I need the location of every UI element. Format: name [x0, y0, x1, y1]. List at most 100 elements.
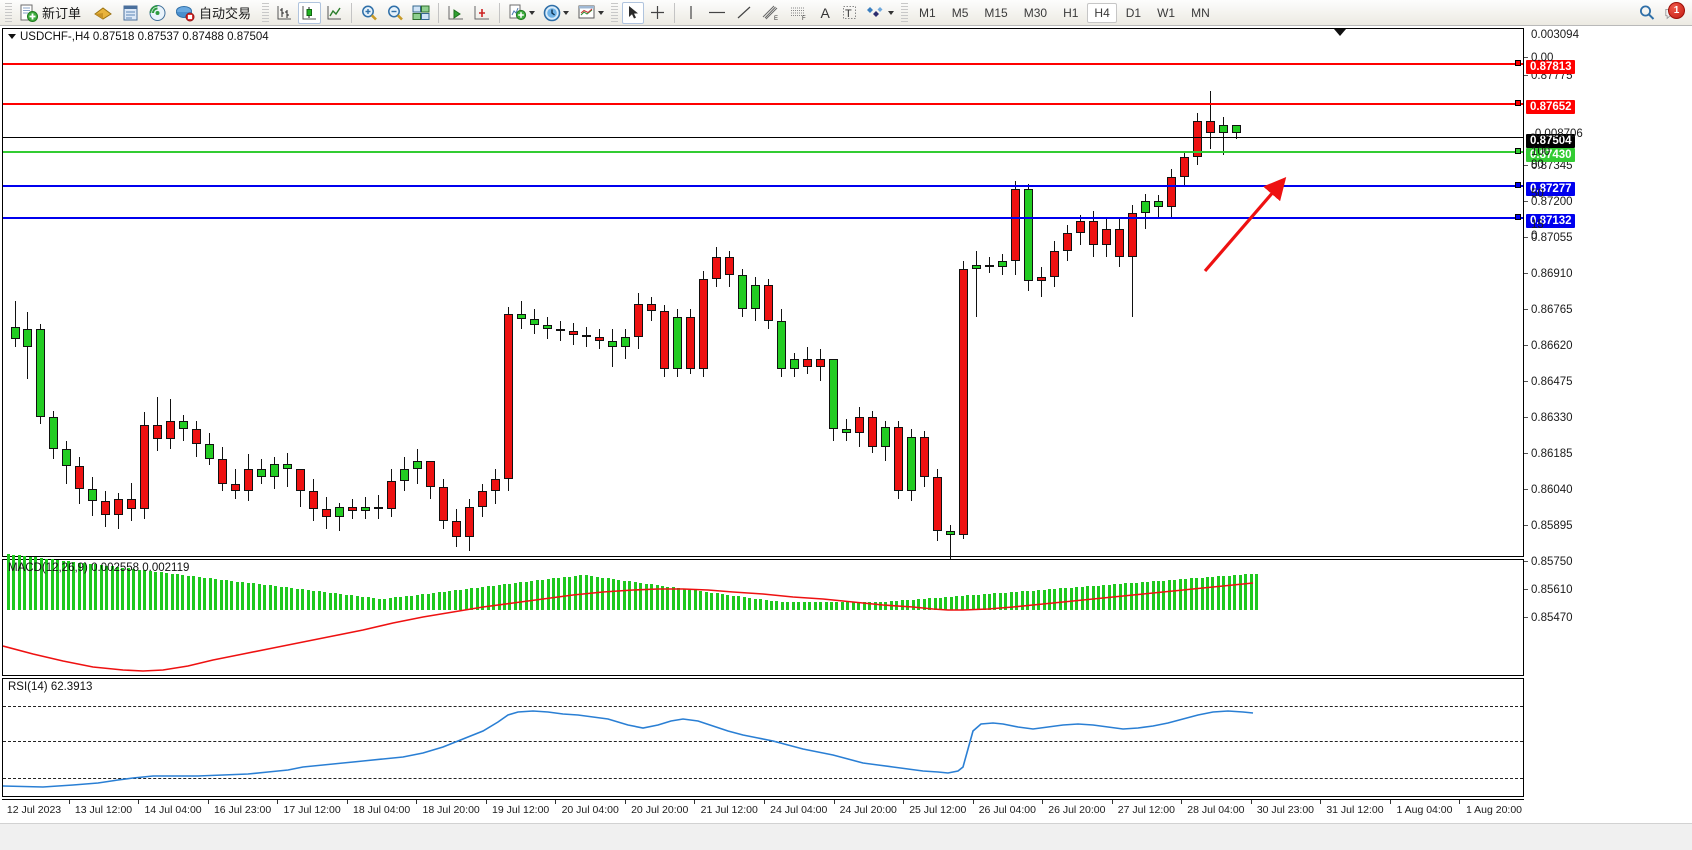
macd-bar	[786, 602, 790, 610]
level-handle-entry[interactable]	[1515, 148, 1521, 154]
price-pane[interactable]: USDCHF-,H4 0.87518 0.87537 0.87488 0.875…	[2, 28, 1524, 569]
macd-bar	[192, 576, 196, 610]
macd-bar	[562, 577, 566, 610]
macd-bar	[225, 580, 228, 610]
level-handle-take-profit-lower[interactable]	[1515, 100, 1521, 106]
crosshair-button[interactable]	[646, 2, 669, 24]
timeframe-m5[interactable]: M5	[951, 5, 969, 20]
level-line-stop-upper[interactable]	[3, 185, 1523, 187]
indicators-button[interactable]	[505, 2, 538, 24]
trend-arrow-annotation[interactable]	[1193, 169, 1303, 279]
timeframe-m15[interactable]: M15	[984, 5, 1008, 20]
macd-bar	[829, 602, 833, 610]
fibonacci-button[interactable]: F	[786, 2, 812, 24]
toolbar-separator-2	[438, 2, 440, 23]
level-handle-take-profit-upper[interactable]	[1515, 60, 1521, 66]
templates-button[interactable]	[574, 2, 607, 24]
level-line-last-price	[3, 137, 1523, 138]
toolbar-grip-3[interactable]	[611, 2, 619, 23]
macd-bar	[284, 587, 288, 610]
price-label-take-profit-lower[interactable]: 0.87652	[1526, 100, 1575, 114]
signals-button[interactable]	[145, 2, 170, 24]
macd-bar	[955, 596, 959, 610]
trendline-button[interactable]	[732, 2, 756, 24]
horizontal-line-button[interactable]	[704, 2, 730, 24]
zoom-in-button[interactable]	[357, 2, 381, 24]
shapes-button[interactable]	[863, 2, 897, 24]
text-button[interactable]: A	[814, 2, 836, 24]
macd-bar	[170, 573, 174, 610]
macd-bar	[524, 581, 528, 610]
text-label-button[interactable]: T	[838, 2, 861, 24]
macd-bar	[611, 579, 615, 610]
level-line-entry[interactable]	[3, 151, 1523, 153]
zoom-out-button[interactable]	[383, 2, 407, 24]
macd-bar	[45, 558, 49, 610]
timeframe-m30[interactable]: M30	[1023, 5, 1048, 20]
timeframe-mn[interactable]: MN	[1191, 5, 1210, 20]
new-order-button[interactable]: 新订单	[16, 2, 88, 24]
timeframe-w1[interactable]: W1	[1157, 5, 1176, 20]
expert-advisor-button[interactable]	[90, 2, 116, 24]
equidistant-channel-button[interactable]: E	[758, 2, 784, 24]
toolbar-grip[interactable]	[5, 2, 12, 23]
search-button[interactable]	[1635, 2, 1659, 24]
templates-dropdown-caret[interactable]	[598, 10, 605, 15]
vertical-line-button[interactable]	[680, 2, 702, 24]
macd-bar	[344, 594, 348, 610]
search-icon	[1640, 5, 1655, 20]
data-window-button[interactable]	[118, 2, 143, 24]
price-tick: 0.87055	[1524, 232, 1573, 244]
level-handle-stop-upper[interactable]	[1515, 182, 1521, 188]
auto-trading-button[interactable]: 自动交易	[172, 2, 258, 24]
tile-windows-button[interactable]	[409, 2, 433, 24]
timeframe-h1[interactable]: H1	[1063, 5, 1079, 20]
macd-bar	[944, 597, 948, 610]
timeframe-m1[interactable]: M1	[919, 5, 936, 20]
rsi-pane[interactable]: RSI(14) 62.3913	[2, 678, 1524, 797]
timeframe-d1[interactable]: D1	[1125, 5, 1142, 20]
macd-bar	[197, 576, 201, 610]
level-line-take-profit-lower[interactable]	[3, 103, 1523, 105]
price-label-last-price[interactable]: 0.87504	[1526, 134, 1575, 148]
indicators-dropdown-caret[interactable]	[529, 10, 536, 15]
cursor-button[interactable]	[622, 1, 645, 24]
macd-bar	[295, 588, 299, 610]
auto-scroll-button[interactable]	[444, 2, 468, 24]
macd-bar	[399, 596, 403, 610]
toolbar-grip-4[interactable]	[901, 2, 909, 23]
zoom-out-icon	[388, 5, 403, 20]
price-scale[interactable]: 0.87775 0.87345 0.87200 0.87055 0.86910 0.867…	[1524, 28, 1690, 797]
price-label-stop-level-lower[interactable]: 0.87132	[1526, 214, 1575, 228]
time-axis[interactable]: 12 Jul 2023 13 Jul 12:00 14 Jul 04:00 16 Ju…	[2, 799, 1524, 824]
macd-bar	[780, 602, 784, 610]
time-tick: 17 Jul 12:00	[283, 804, 341, 816]
macd-pane[interactable]: MACD(12,26,9) 0.002558 0.002119	[2, 554, 1524, 676]
level-line-stop-lower[interactable]	[3, 217, 1523, 219]
bar-chart-button[interactable]	[273, 2, 296, 24]
toolbar-grip-2[interactable]	[262, 2, 270, 23]
period-button[interactable]	[540, 2, 572, 24]
price-label-entry-level[interactable]: 0.87430	[1526, 148, 1575, 162]
shapes-dropdown-caret[interactable]	[888, 10, 895, 15]
macd-bar	[306, 590, 310, 610]
macd-bar	[246, 582, 250, 610]
level-handle-stop-lower[interactable]	[1515, 214, 1521, 220]
price-label-stop-level-upper[interactable]: 0.87277	[1526, 182, 1575, 196]
macd-bar	[639, 582, 643, 610]
candlestick-chart-button[interactable]	[298, 1, 322, 24]
line-chart-button[interactable]	[323, 2, 346, 24]
period-dropdown-caret[interactable]	[563, 10, 570, 15]
zoom-in-icon	[362, 5, 377, 20]
macd-bar	[203, 577, 207, 610]
chart-shift-button[interactable]	[470, 2, 494, 24]
chart-menu-caret-icon[interactable]	[8, 34, 16, 40]
alerts-button[interactable]: 1	[1661, 1, 1685, 23]
price-tick: 0.86765	[1524, 304, 1573, 316]
timeframe-h4[interactable]: H4	[1087, 2, 1117, 23]
chart-container[interactable]: USDCHF-,H4 0.87518 0.87537 0.87488 0.875…	[0, 26, 1692, 850]
price-label-take-profit-upper[interactable]: 0.87813	[1526, 60, 1575, 74]
macd-bar	[699, 591, 703, 610]
time-tick-mark	[277, 800, 279, 804]
level-line-take-profit-upper[interactable]	[3, 63, 1523, 65]
